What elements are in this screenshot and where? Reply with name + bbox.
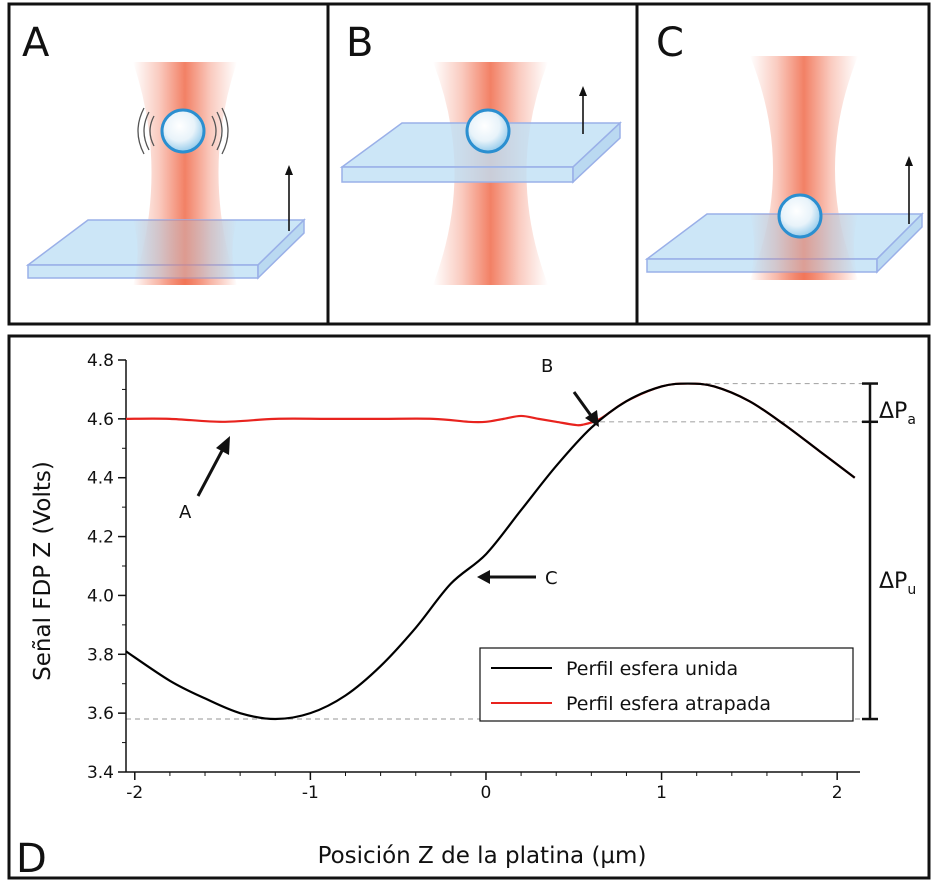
panel-letter-a: A (22, 20, 50, 66)
annotation-b: B (541, 356, 599, 427)
delta-pa-label: ΔPa (879, 399, 916, 428)
sphere (777, 193, 823, 239)
up-arrow (905, 156, 913, 224)
annotation-c: C (477, 568, 558, 589)
up-arrow (579, 86, 587, 134)
series-trapped-line (125, 382, 856, 479)
y-tick-label: 4.2 (87, 528, 114, 548)
y-tick-label: 3.6 (87, 704, 114, 724)
panel-c: C (644, 20, 924, 280)
svg-text:A: A (179, 502, 192, 523)
panel-a: A (22, 20, 306, 285)
legend: Perfil esfera unida Perfil esfera atrapa… (479, 647, 854, 722)
y-tick-label: 4.0 (87, 586, 114, 606)
legend-label-bound: Perfil esfera unida (566, 658, 738, 680)
x-tick-label: -2 (126, 783, 143, 803)
series-layer (125, 382, 856, 721)
plot-panel: D 3.4 3.6 3.8 4.0 4.2 4.4 4.6 4.8 -2 -1 0 1 2 Posici… (7, 334, 931, 882)
x-tick-label: 2 (832, 783, 843, 803)
axes: 3.4 3.6 3.8 4.0 4.2 4.4 4.6 4.8 -2 -1 0 1 2 (87, 351, 860, 803)
sphere (465, 108, 511, 154)
y-tick-label: 3.4 (87, 763, 114, 783)
x-tick-label: 0 (481, 783, 492, 803)
y-tick-label: 3.8 (87, 645, 114, 665)
panel-letter-d: D (16, 836, 47, 882)
y-tick-label: 4.4 (87, 469, 114, 489)
y-tick-label: 4.6 (87, 410, 114, 430)
y-axis-label: Señal FDP Z (Volts) (30, 461, 56, 681)
sphere (160, 108, 206, 154)
x-axis-label: Posición Z de la platina (µm) (318, 843, 647, 869)
delta-pu-label: ΔPu (879, 569, 916, 598)
panel-b: B (339, 20, 622, 285)
top-panels: A B (7, 2, 931, 326)
x-tick-label: 1 (656, 783, 667, 803)
y-tick-label: 4.8 (87, 351, 114, 371)
annotation-a: A (179, 436, 230, 523)
delta-brackets (862, 382, 878, 721)
x-tick-label: -1 (302, 783, 319, 803)
legend-label-trapped: Perfil esfera atrapada (566, 693, 771, 715)
svg-text:C: C (545, 568, 558, 589)
panel-letter-b: B (346, 20, 373, 66)
svg-text:B: B (541, 356, 553, 377)
series-bound-line (125, 382, 856, 721)
panel-letter-c: C (656, 20, 684, 66)
vibration-marks (137, 107, 229, 155)
up-arrow (285, 165, 293, 231)
stage-slide (339, 121, 622, 184)
